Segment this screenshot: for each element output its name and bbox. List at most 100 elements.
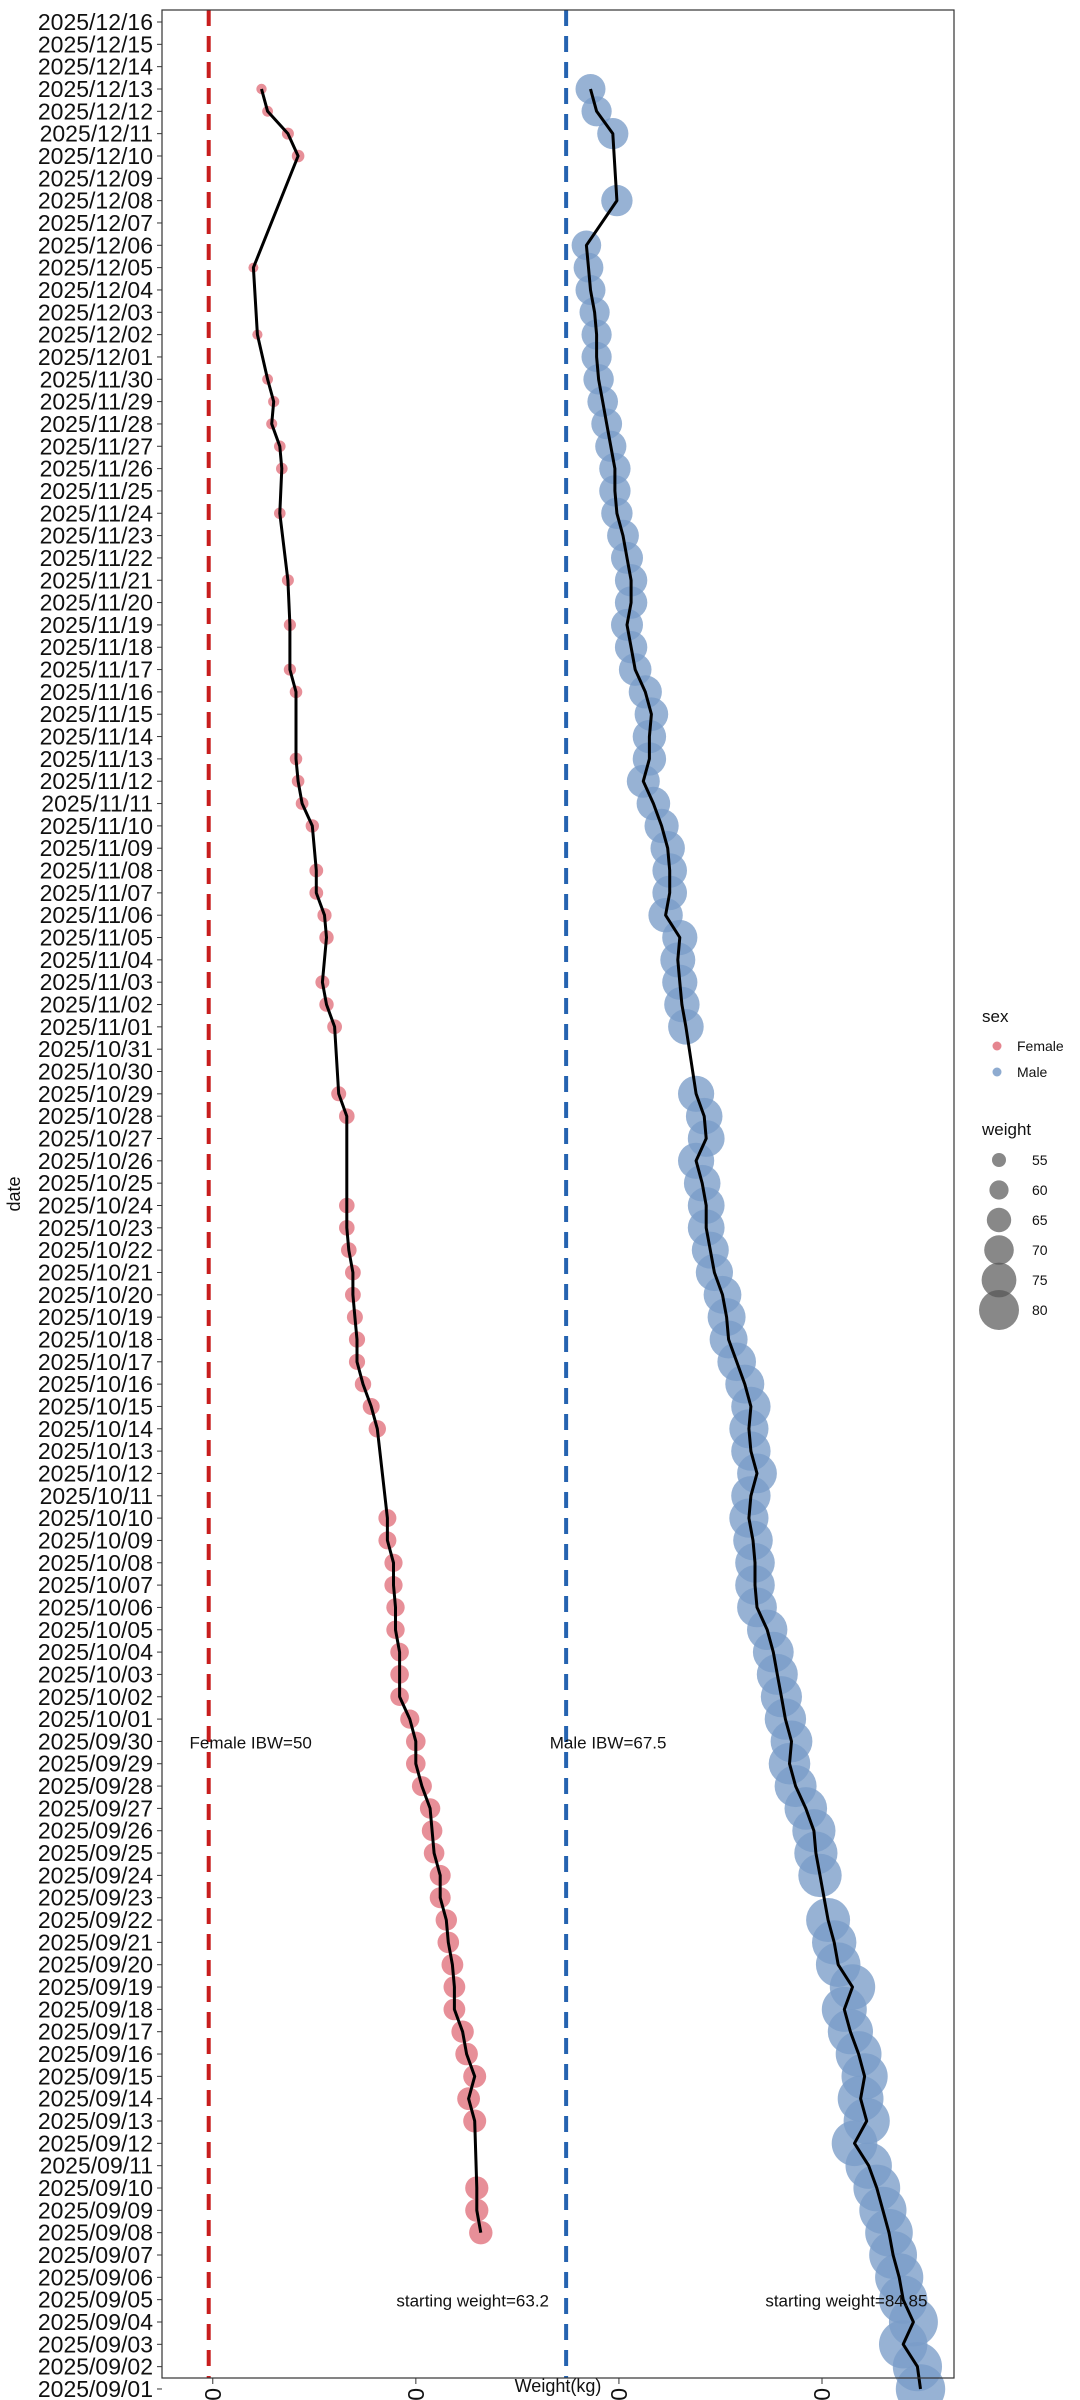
y-tick-label: 2025/09/17 [38,2019,153,2045]
y-tick-label: 2025/09/06 [38,2264,153,2290]
plot-area: Female IBW=50 Male IBW=67.5 starting weigh… [190,10,946,2400]
y-tick-label: 2025/10/31 [38,1036,153,1062]
y-tick-label: 2025/12/01 [38,344,153,370]
y-tick-label: 2025/10/22 [38,1237,153,1263]
y-tick-label: 2025/10/17 [38,1349,153,1375]
y-tick-label: 2025/12/16 [38,9,153,35]
y-tick-label: 2025/11/09 [40,835,153,861]
y-tick-label: 2025/10/23 [38,1215,153,1241]
y-tick-label: 2025/09/28 [38,1773,153,1799]
x-tick-label: 60 [403,2388,429,2400]
legend-size-key-80 [979,1290,1019,1330]
y-tick-label: 2025/11/13 [40,746,153,772]
y-tick-label: 2025/12/08 [38,188,153,214]
y-tick-label: 2025/12/04 [38,277,153,303]
y-tick-label: 2025/09/09 [38,2197,153,2223]
y-tick-label: 2025/11/04 [40,947,154,973]
y-tick-label: 2025/12/14 [38,54,153,80]
annotation-0: starting weight=63.2 [396,2292,549,2311]
legend-size-key-55 [992,1153,1006,1167]
legend-size-label-55: 55 [1032,1152,1048,1168]
y-tick-label: 2025/09/21 [38,1929,153,1955]
y-tick-label: 2025/12/03 [38,299,153,325]
y-tick-label: 2025/09/04 [38,2309,153,2335]
y-tick-label: 2025/09/15 [38,2063,153,2089]
y-tick-label: 2025/10/26 [38,1148,153,1174]
y-tick-label: 2025/09/27 [38,1795,153,1821]
y-tick-label: 2025/11/24 [40,500,154,526]
y-tick-label: 2025/09/23 [38,1885,153,1911]
y-tick-label: 2025/11/10 [40,813,153,839]
y-tick-label: 2025/11/21 [40,567,153,593]
y-tick-label: 2025/11/17 [40,657,153,683]
y-tick-label: 2025/11/02 [40,992,153,1018]
y-tick-label: 2025/10/03 [38,1661,153,1687]
y-tick-label: 2025/09/14 [38,2086,153,2112]
y-tick-label: 2025/10/12 [38,1460,153,1486]
y-tick-label: 2025/11/22 [40,545,153,571]
y-tick-label: 2025/09/07 [38,2242,153,2268]
y-tick-label: 2025/10/02 [38,1684,153,1710]
y-tick-label: 2025/11/14 [40,724,154,750]
y-tick-label: 2025/11/26 [40,456,153,482]
y-tick-label: 2025/10/24 [38,1192,153,1218]
y-tick-label: 2025/10/27 [38,1126,153,1152]
y-tick-label: 2025/10/29 [38,1081,153,1107]
y-tick-label: 2025/09/30 [38,1728,153,1754]
y-tick-label: 2025/10/09 [38,1527,153,1553]
y-tick-label: 2025/10/15 [38,1393,153,1419]
legend-size-label-80: 80 [1032,1302,1048,1318]
legend-size-key-60 [989,1180,1009,1200]
y-tick-label: 2025/11/12 [40,768,153,794]
legend-color-label-female: Female [1017,1038,1064,1054]
y-tick-label: 2025/11/05 [40,925,153,951]
y-tick-label: 2025/10/10 [38,1505,153,1531]
y-tick-label: 2025/11/03 [40,969,153,995]
y-tick-label: 2025/09/24 [38,1862,153,1888]
y-tick-label: 2025/11/06 [40,902,153,928]
y-tick-label: 2025/12/09 [38,165,153,191]
legend-size-label-60: 60 [1032,1182,1048,1198]
y-tick-label: 2025/12/12 [38,98,153,124]
series-line-female [251,88,483,2233]
y-tick-label: 2025/09/22 [38,1907,153,1933]
y-tick-label: 2025/12/15 [38,31,153,57]
y-tick-label: 2025/11/07 [40,880,153,906]
y-tick-label: 2025/11/16 [40,679,153,705]
y-tick-label: 2025/11/01 [40,1014,153,1040]
y-tick-label: 2025/11/08 [40,858,153,884]
y-tick-label: 2025/09/18 [38,1996,153,2022]
y-tick-label: 2025/09/13 [38,2108,153,2134]
y-tick-label: 2025/09/12 [38,2130,153,2156]
y-tick-label: 2025/11/11 [41,791,153,817]
annotation-1: starting weight=84.85 [765,2292,927,2311]
legend-color-key-male [992,1067,1002,1077]
y-tick-label: 2025/11/30 [40,366,153,392]
y-tick-label: 2025/10/11 [40,1483,153,1509]
y-tick-label: 2025/09/10 [38,2175,153,2201]
legend-size-label-65: 65 [1032,1212,1048,1228]
legend-color-key-female [992,1041,1002,1051]
y-tick-label: 2025/09/20 [38,1952,153,1978]
y-tick-label: 2025/11/19 [40,612,153,638]
y-tick-label: 2025/11/23 [40,523,153,549]
y-tick-label: 2025/10/18 [38,1326,153,1352]
y-tick-label: 2025/12/06 [38,232,153,258]
y-tick-label: 2025/09/26 [38,1818,153,1844]
y-tick-label: 2025/09/29 [38,1751,153,1777]
x-axis-ticks: 50 60 70 80 [200,2378,835,2400]
legend-color-label-male: Male [1017,1064,1048,1080]
y-tick-label: 2025/10/08 [38,1550,153,1576]
y-tick-label: 2025/10/25 [38,1170,153,1196]
y-tick-label: 2025/09/19 [38,1974,153,2000]
y-tick-label: 2025/11/27 [40,433,153,459]
legend-size-title: weight [981,1120,1031,1139]
y-tick-label: 2025/11/25 [40,478,153,504]
reference-label-1: Male IBW=67.5 [550,1733,667,1752]
y-tick-label: 2025/09/01 [38,2376,153,2400]
legend-size-label-75: 75 [1032,1272,1048,1288]
series-line-male [584,88,922,2390]
